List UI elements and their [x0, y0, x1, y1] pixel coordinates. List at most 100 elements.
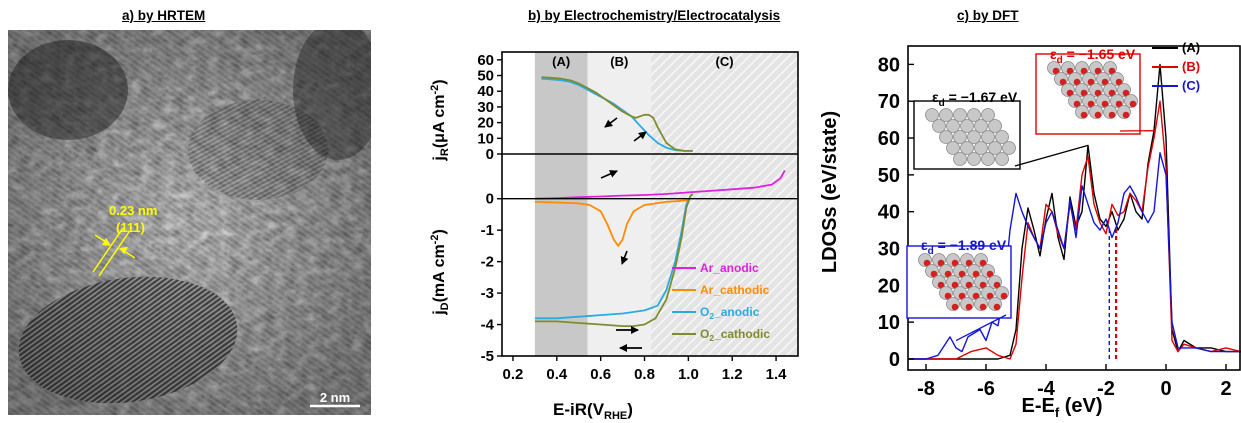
- sweep-arrow: [600, 170, 618, 179]
- region-band: [587, 52, 652, 356]
- legend-label: (C): [1182, 78, 1200, 93]
- series-line-Ar_cathodic: [534, 199, 689, 247]
- o-atom: [1000, 292, 1008, 300]
- region-label: (A): [552, 54, 570, 69]
- o-atom: [1080, 111, 1088, 119]
- slab-structure-image: [925, 108, 1016, 166]
- slab-structure-image: [918, 253, 1009, 311]
- o-atom: [951, 259, 959, 267]
- y-tick-label: 40: [878, 202, 900, 224]
- o-atom: [1122, 89, 1130, 97]
- x-tick-label: 1.0: [678, 366, 699, 383]
- series-line-(C): [908, 152, 1241, 360]
- o-atom: [1052, 67, 1060, 75]
- o-atom: [1101, 100, 1109, 108]
- pt-atom: [925, 108, 939, 122]
- pt-atom: [946, 119, 960, 133]
- o-atom: [1108, 111, 1116, 119]
- y-tick-label: -5: [481, 348, 494, 365]
- x-tick-label: 2: [1220, 378, 1231, 400]
- y-tick-label: 60: [477, 52, 494, 69]
- y-tick-label: -4: [481, 317, 495, 334]
- y-tick-label: 10: [878, 312, 900, 334]
- pt-atom: [1002, 141, 1016, 155]
- o-atom: [1073, 100, 1081, 108]
- o-atom: [958, 292, 966, 300]
- sweep-arrow: [620, 250, 629, 265]
- o-atom: [965, 281, 973, 289]
- x-tick-label: -2: [1097, 378, 1115, 400]
- pt-atom: [995, 130, 1009, 144]
- y-tick-label: 0: [486, 191, 494, 208]
- legend-label: O2_cathodic: [700, 327, 770, 343]
- d-band-center-label: εd = −1.65 eV: [1050, 46, 1136, 66]
- o-atom: [937, 281, 945, 289]
- o-atom: [944, 292, 952, 300]
- scale-bar-label: 2 nm: [320, 390, 350, 405]
- pt-atom: [932, 119, 946, 133]
- x-tick-label: 0.8: [634, 366, 655, 383]
- pt-atom: [988, 141, 1002, 155]
- pt-atom: [995, 152, 1009, 166]
- y-tick-label: -3: [481, 285, 494, 302]
- d-band-center-label: εd = −1.67 eV: [932, 89, 1018, 109]
- pt-atom: [953, 130, 967, 144]
- series-line-O2_anodic: [534, 193, 694, 320]
- pt-atom: [967, 130, 981, 144]
- o-atom: [1087, 100, 1095, 108]
- region-label: (C): [716, 54, 734, 69]
- top-y-axis-label: jR(μA cm-2): [429, 79, 451, 161]
- o-atom: [1101, 78, 1109, 86]
- y-tick-label: 30: [477, 99, 494, 116]
- x-tick-label: 0.6: [590, 366, 611, 383]
- bottom-y-axis-label: jD(mA cm-2): [429, 229, 451, 316]
- o-atom: [979, 259, 987, 267]
- o-atom: [923, 259, 931, 267]
- lattice-spacing-annotation: 0.23 nm (111): [92, 203, 157, 277]
- pt-atom: [981, 130, 995, 144]
- pt-atom: [967, 108, 981, 122]
- y-tick-label: 0: [889, 349, 900, 371]
- o-atom: [1115, 78, 1123, 86]
- o-atom: [965, 259, 973, 267]
- o-atom: [993, 281, 1001, 289]
- o-atom: [965, 303, 973, 311]
- o-atom: [958, 270, 966, 278]
- series-line-Ar_anodic: [534, 169, 786, 200]
- o-atom: [1094, 89, 1102, 97]
- y-tick-label: 70: [878, 91, 900, 113]
- o-atom: [1066, 89, 1074, 97]
- y-tick-label: 30: [878, 239, 900, 261]
- series-line-O2_cathodic: [541, 76, 693, 152]
- pt-atom: [960, 141, 974, 155]
- sweep-arrow: [633, 131, 647, 142]
- o-atom: [930, 270, 938, 278]
- o-atom: [1073, 78, 1081, 86]
- lattice-spacing-label: 0.23 nm: [109, 203, 157, 218]
- slab-structure-image: [1047, 61, 1138, 119]
- panel-a-title: a) by HRTEM: [122, 8, 206, 23]
- o-atom: [951, 303, 959, 311]
- x-tick-label: 1.2: [722, 366, 743, 383]
- o-atom: [1059, 78, 1067, 86]
- plot-frame: [907, 45, 1241, 371]
- x-axis-label: E-iR(VRHE): [553, 400, 633, 422]
- region-label: (B): [610, 54, 628, 69]
- o-atom: [1094, 67, 1102, 75]
- dft-ldos-chart: 0 10 20 30 40 50 60 70 80 -8 -6 -4 -2 0 2 (A) (B) (C) εd…: [819, 40, 1241, 420]
- pt-atom: [953, 152, 967, 166]
- sweep-arrow: [604, 117, 618, 128]
- y-tick-label: 20: [878, 275, 900, 297]
- annotation-pointer: [955, 314, 1007, 342]
- y-tick-label: 10: [477, 130, 494, 147]
- o-atom: [1080, 89, 1088, 97]
- panel-b-title: b) by Electrochemistry/Electrocatalysis: [528, 8, 781, 23]
- o-atom: [1066, 67, 1074, 75]
- o-atom: [1108, 89, 1116, 97]
- region-band: [651, 52, 798, 356]
- o-atom: [1115, 100, 1123, 108]
- o-atom: [1129, 100, 1137, 108]
- pt-atom: [974, 141, 988, 155]
- o-atom: [937, 259, 945, 267]
